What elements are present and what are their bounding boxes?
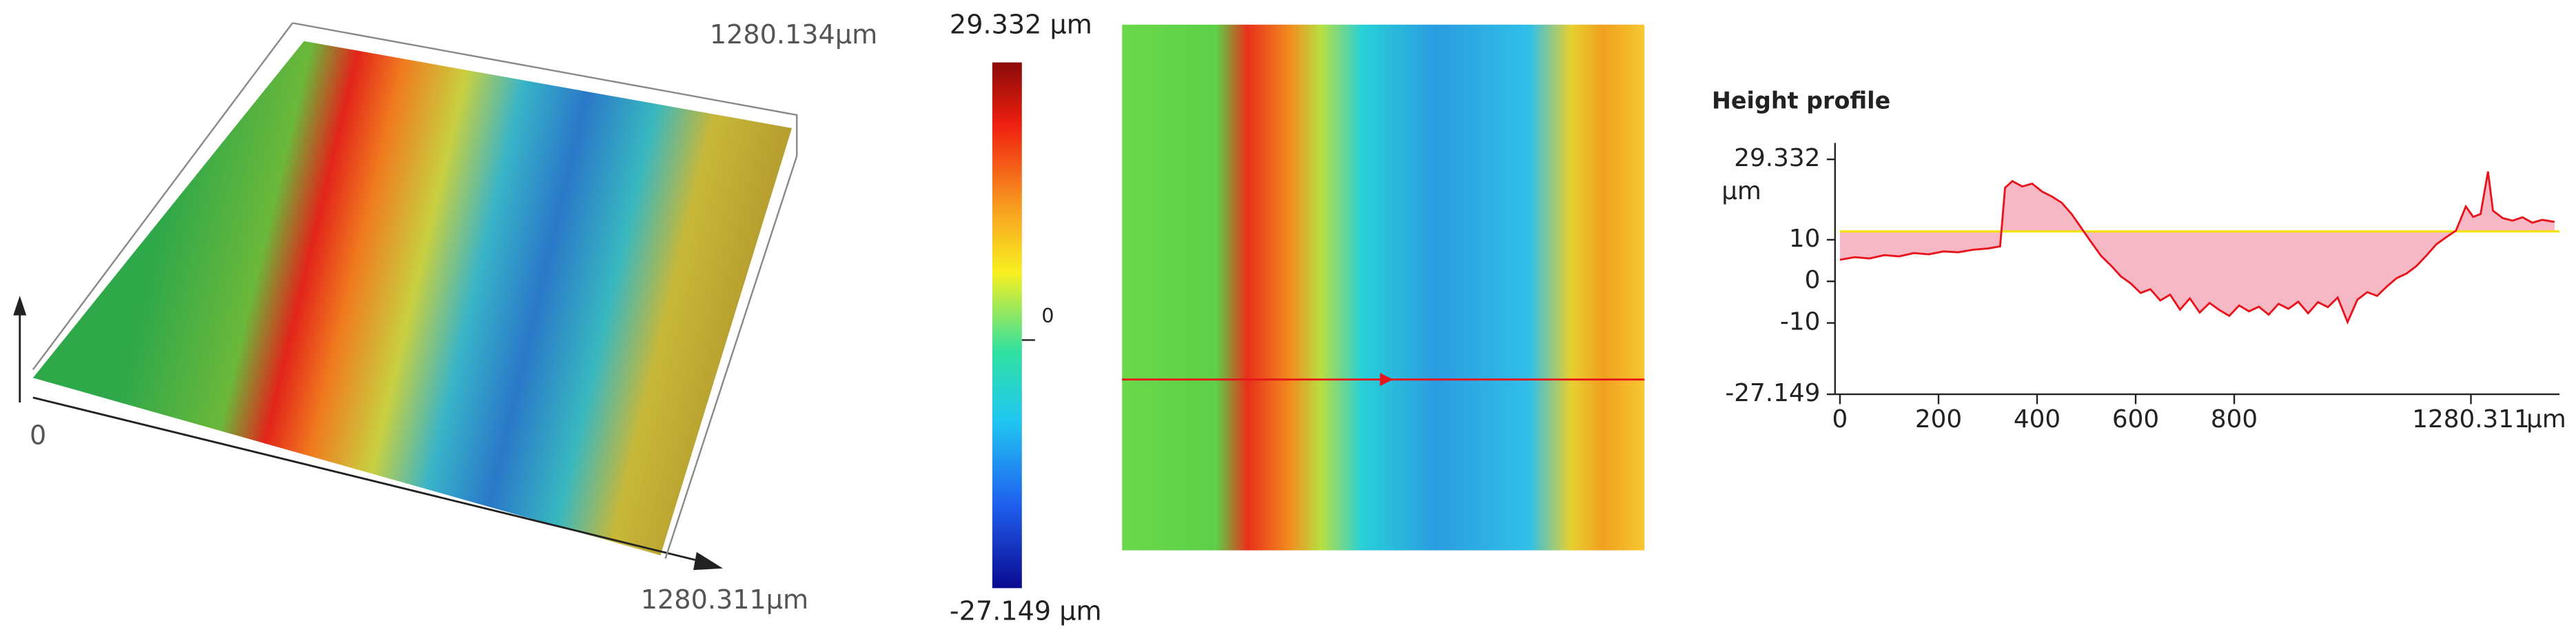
y-tick-label: 0: [1805, 266, 1821, 294]
colorbar-min: -27.149 µm: [950, 596, 1102, 626]
height-map-image: [1122, 24, 1645, 551]
x-tick-label: 600: [2112, 405, 2159, 433]
x-tick-label: 400: [2014, 405, 2061, 433]
box-edge: [664, 156, 798, 559]
y-extent-label: 1280.134µm: [710, 19, 877, 50]
box-edge: [32, 22, 294, 371]
box-edge: [292, 22, 798, 156]
x-axis: [32, 396, 704, 563]
colorbar-max: 29.332 µm: [950, 10, 1092, 40]
arrow: [13, 296, 27, 316]
profile-line: [1839, 171, 2555, 325]
arrow: [693, 551, 723, 571]
profile-arrow: [1380, 373, 1393, 387]
surface: [32, 41, 793, 555]
deviation-fill: [1839, 171, 2555, 323]
x-tick-label: 1280.311: [2412, 405, 2530, 433]
x-axis-label: µm: [2526, 405, 2566, 433]
y-tick-label: -27.149: [1725, 379, 1820, 407]
origin-label: 0: [30, 420, 46, 451]
x-tick-label: 0: [1832, 405, 1848, 433]
x-tick-label: 800: [2211, 405, 2258, 433]
height-map: [1122, 24, 1645, 551]
colorbar-scale: [992, 62, 1022, 589]
profile-chart: 29.332 10 0 -10 -27.149 0 200 400 600 800 1280.311…: [1725, 143, 2566, 433]
y-tick-label: -10: [1780, 308, 1820, 336]
surface-3d: 1280.134µm 0 1280.311µm: [13, 19, 877, 615]
chart-title: Height profile: [1712, 87, 1890, 114]
y-axis-label: µm: [1721, 177, 1761, 205]
colorbar-zero: 0: [1041, 304, 1054, 327]
x-extent-label: 1280.311µm: [641, 584, 808, 615]
x-tick-label: 200: [1915, 405, 1962, 433]
y-tick-label: 10: [1789, 225, 1821, 253]
y-tick-label: 29.332: [1734, 144, 1820, 172]
colorbar: 29.332 µm 0 -27.149 µm: [950, 10, 1102, 626]
